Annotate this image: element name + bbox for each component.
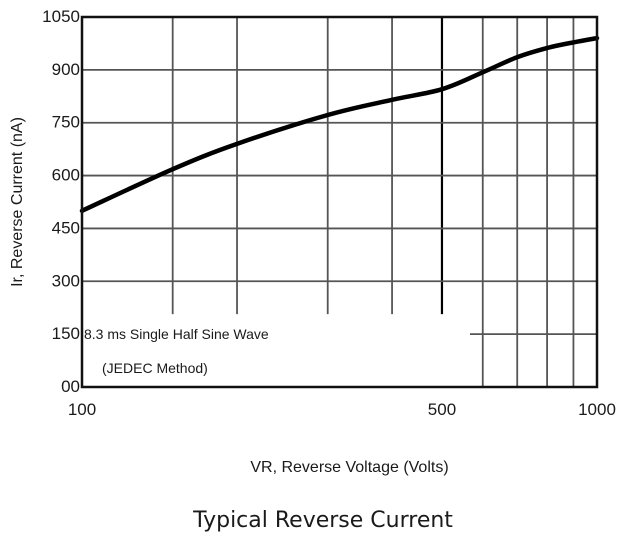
x-tick-label: 1000 — [578, 400, 616, 419]
y-tick-labels: 00 150 300 450 600 750 900 1050 — [42, 7, 80, 396]
y-tick-label: 600 — [52, 166, 80, 185]
y-tick-label: 450 — [52, 218, 80, 237]
x-tick-label: 100 — [68, 400, 96, 419]
plot-series — [79, 35, 600, 214]
y-tick-label: 750 — [52, 113, 80, 132]
annotation-box — [83, 314, 470, 386]
plot-frame — [80, 15, 599, 389]
annotation-background — [83, 314, 470, 386]
y-tick-label: 150 — [52, 324, 80, 343]
y-tick-label: 1050 — [42, 7, 80, 26]
x-axis-label: VR, Reverse Voltage (Volts) — [250, 459, 448, 476]
y-tick-label: 900 — [52, 60, 80, 79]
y-axis-label: Ir, Reverse Current (nA) — [9, 117, 26, 287]
chart-caption: Typical Reverse Current — [192, 508, 453, 533]
annotation-line-2: (JEDEC Method) — [102, 360, 208, 376]
annotation-line-1: 8.3 ms Single Half Sine Wave — [84, 326, 269, 342]
reverse-current-curve — [79, 35, 600, 214]
y-tick-label: 00 — [61, 377, 80, 396]
y-tick-label: 300 — [52, 271, 80, 290]
x-tick-labels: 100 500 1000 — [68, 400, 616, 419]
x-tick-label: 500 — [428, 400, 456, 419]
grid-lines — [82, 17, 597, 387]
